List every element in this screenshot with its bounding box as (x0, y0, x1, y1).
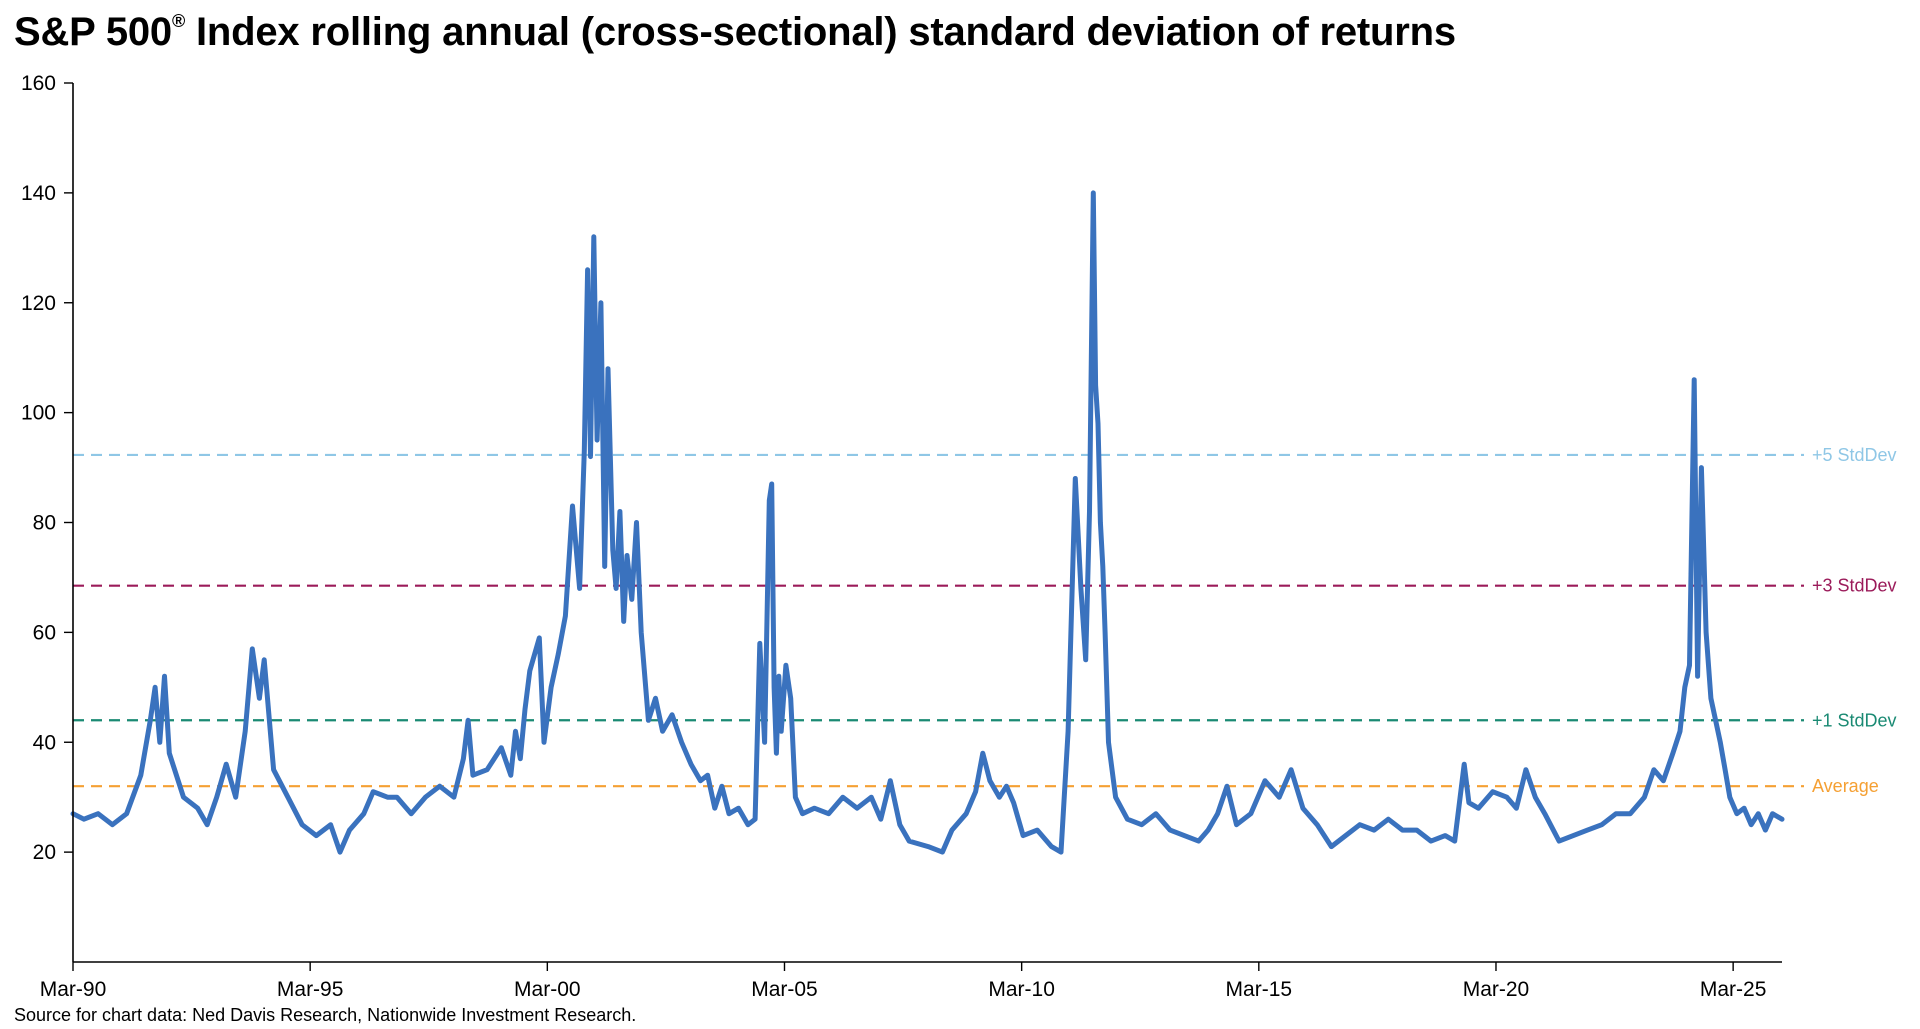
x-tick-label-mar-20: Mar-20 (1463, 978, 1530, 1001)
y-tick-label-60: 60 (33, 621, 56, 644)
y-tick-label-80: 80 (33, 512, 56, 535)
x-tick-label-mar-00: Mar-00 (514, 978, 581, 1001)
y-tick-label-40: 40 (33, 731, 56, 754)
x-tick-label-mar-05: Mar-05 (751, 978, 818, 1001)
chart-title: S&P 500® Index rolling annual (cross-sec… (14, 10, 1456, 55)
x-tick-label-mar-90: Mar-90 (40, 978, 107, 1001)
reference-label-5-stddev: +5 StdDev (1812, 445, 1897, 465)
y-tick-label-160: 160 (21, 72, 56, 95)
reference-label-1-stddev: +1 StdDev (1812, 710, 1897, 730)
reference-label-3-stddev: +3 StdDev (1812, 576, 1897, 596)
y-ticks: 20 40 60 80 100 120 140 160 (21, 72, 73, 864)
y-tick-label-120: 120 (21, 292, 56, 315)
y-tick-label-100: 100 (21, 402, 56, 425)
reference-label-average: Average (1812, 776, 1879, 796)
y-tick-label-20: 20 (33, 841, 56, 864)
series-layer (70, 190, 1785, 855)
series-line-0 (70, 190, 1785, 855)
reference-line-labels: Average +1 StdDev +3 StdDev +5 StdDev (1812, 445, 1897, 796)
x-tick-label-mar-10: Mar-10 (988, 978, 1055, 1001)
registered-mark: ® (171, 10, 186, 31)
x-tick-label-mar-25: Mar-25 (1700, 978, 1767, 1001)
chart-source: Source for chart data: Ned Davis Researc… (14, 1005, 637, 1025)
x-tick-label-mar-95: Mar-95 (277, 978, 344, 1001)
chart-title-rest: Index rolling annual (cross-sectional) s… (185, 10, 1456, 54)
x-ticks: Mar-90 Mar-95 Mar-00 Mar-05 Mar-10 Mar-15 Mar-… (40, 962, 1767, 1001)
reference-lines (73, 453, 1804, 788)
y-tick-label-140: 140 (21, 182, 56, 205)
chart-title-main: S&P 500 (14, 10, 172, 54)
x-tick-label-mar-15: Mar-15 (1226, 978, 1293, 1001)
axes (72, 83, 1782, 963)
